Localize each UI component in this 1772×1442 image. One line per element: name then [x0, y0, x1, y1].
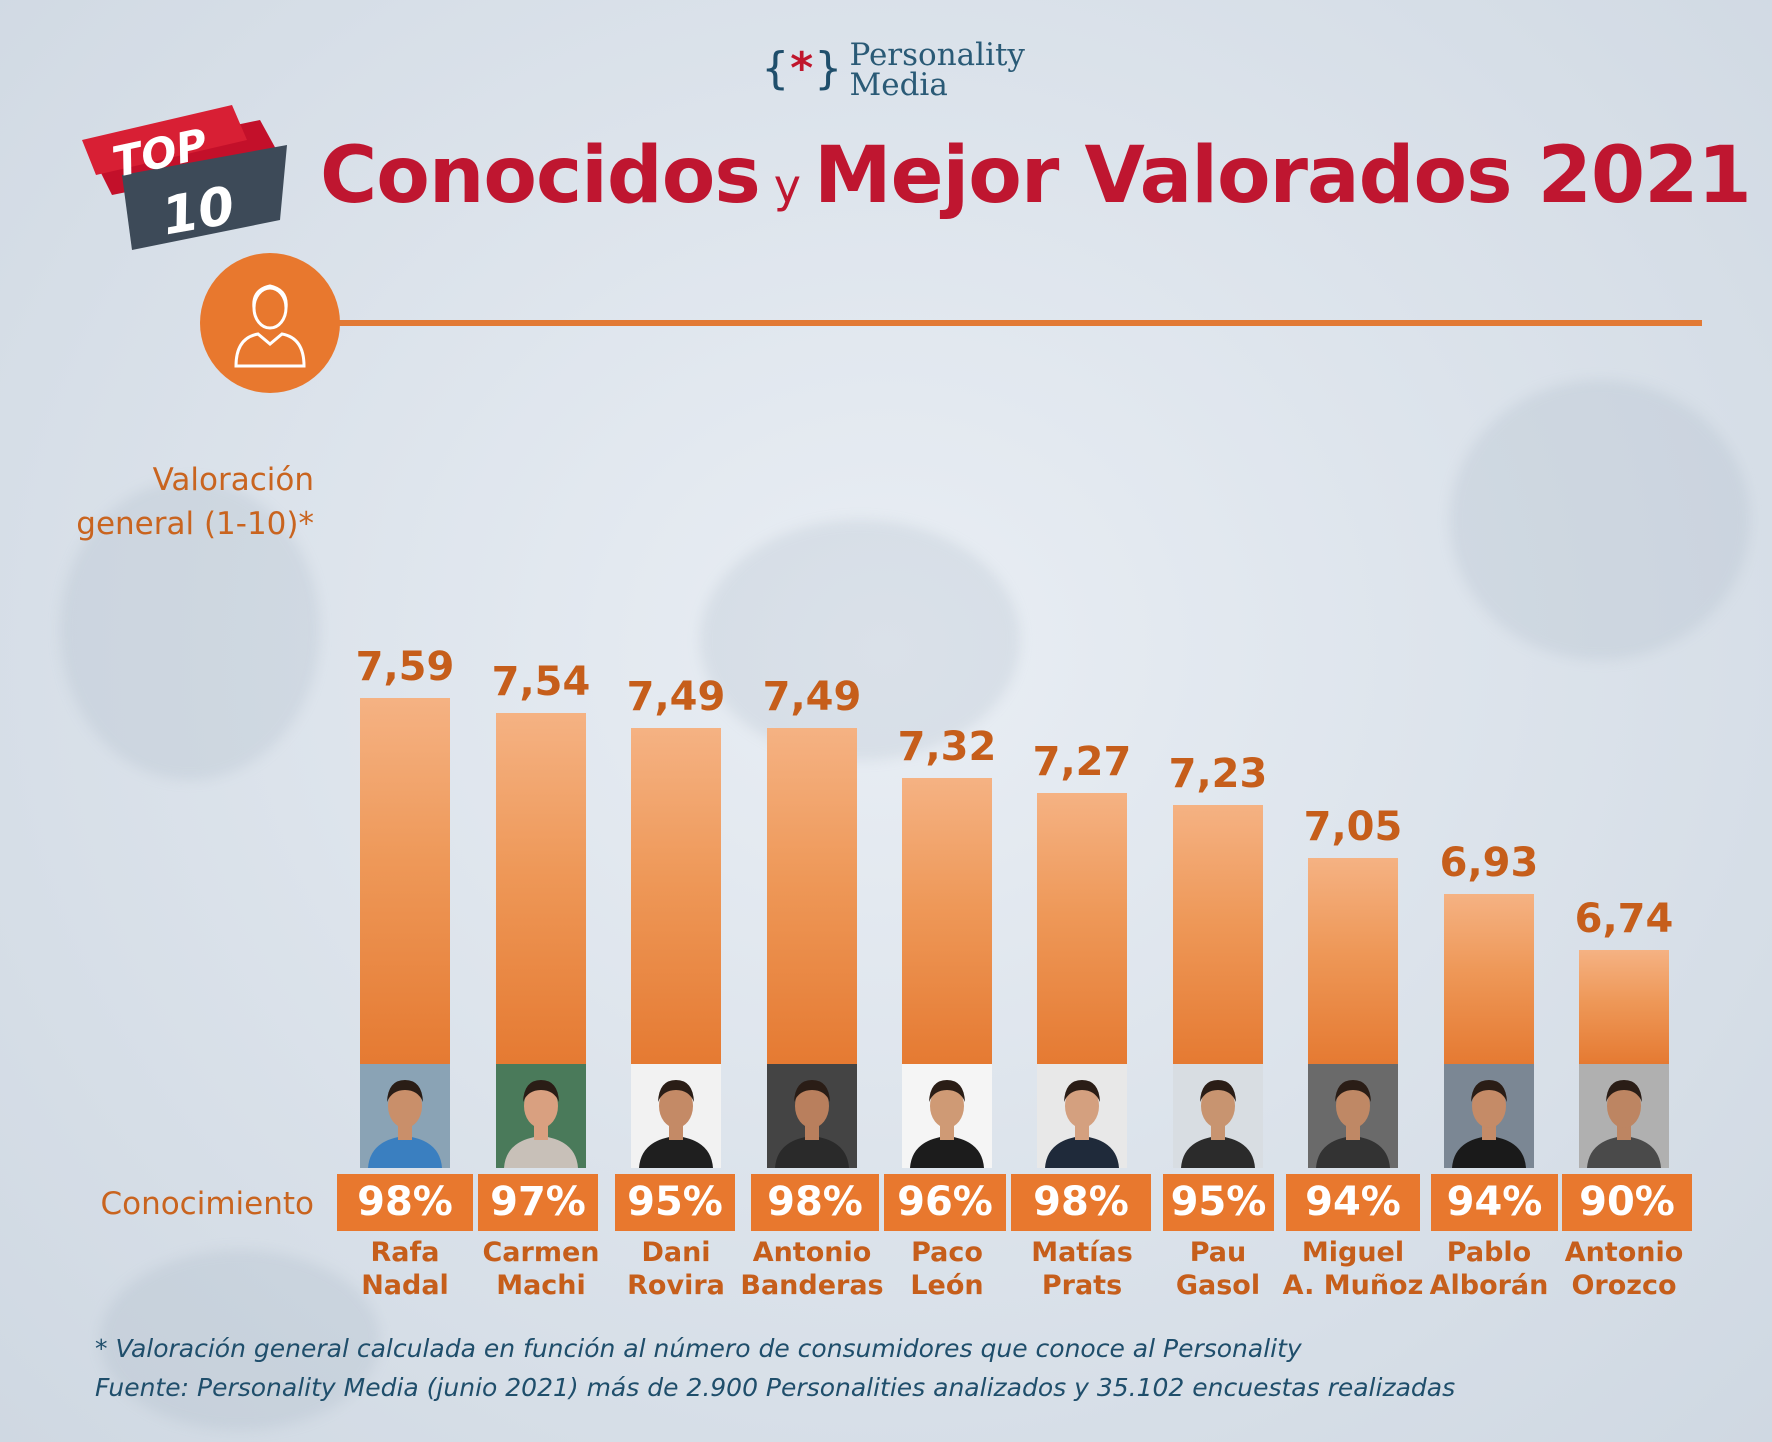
category-label-line: Carmen [482, 1237, 600, 1268]
logo-line-1: Personality [849, 37, 1025, 73]
bar [496, 712, 586, 1064]
bar [1579, 950, 1669, 1064]
bar [1037, 792, 1127, 1064]
bg-shape [60, 480, 320, 780]
bar-value-label: 7,49 [762, 673, 862, 720]
bar-value-label: 7,27 [1032, 738, 1132, 785]
y-axis-label-line-2: general (1-10)* [76, 506, 314, 542]
category-label: Paco León [867, 1236, 1027, 1302]
category-label-line: Prats [1041, 1270, 1123, 1301]
category-label: Antonio Banderas [732, 1236, 892, 1302]
portrait-photo [1037, 1064, 1127, 1168]
category-label-line: Miguel [1301, 1237, 1405, 1268]
category-label-line: Antonio [752, 1237, 872, 1268]
bar-value-label: 7,59 [355, 644, 455, 690]
category-label-line: Alborán [1429, 1270, 1549, 1301]
person-outline-icon [234, 284, 306, 368]
portrait-photo [902, 1064, 992, 1168]
category-label: Matías Prats [1002, 1236, 1162, 1302]
category-label: Miguel A. Muñoz [1273, 1236, 1433, 1302]
brace-right: } [815, 43, 842, 94]
portrait-photo [631, 1064, 721, 1168]
portrait-photo [1173, 1064, 1263, 1168]
portrait-photo [1444, 1064, 1534, 1168]
conocimiento-value: 98% [1011, 1174, 1151, 1231]
logo-star: * [788, 43, 816, 94]
bar [1308, 858, 1398, 1064]
bar-value-label: 7,54 [491, 658, 591, 705]
bar [360, 698, 450, 1064]
y-axis-label: Valoración general (1-10)* [40, 458, 314, 546]
bar [1444, 893, 1534, 1064]
category-label-line: Rovira [627, 1270, 725, 1301]
category-label-line: Pau [1189, 1237, 1247, 1268]
logo-text: Personality Media [849, 37, 1025, 103]
badge-num-text: 10 [158, 176, 240, 248]
category-label-line: Rafa [370, 1237, 440, 1268]
category-label: Pau Gasol [1138, 1236, 1298, 1302]
footnote-line-2: Fuente: Personality Media (junio 2021) m… [95, 1373, 1456, 1402]
conocimiento-value: 95% [615, 1174, 735, 1231]
bar [902, 778, 992, 1064]
conocimiento-value: 90% [1562, 1174, 1692, 1231]
bar-value-label: 7,23 [1168, 750, 1268, 797]
bar-value-label: 7,05 [1303, 804, 1403, 851]
brace-left: { [762, 43, 789, 94]
category-label-line: Matías [1031, 1237, 1133, 1268]
brace-logo-icon: {*} [762, 40, 842, 98]
bg-shape [100, 1250, 380, 1430]
category-label-line: Pablo [1446, 1237, 1532, 1268]
page-title: Conocidos y Mejor Valorados 2021 [320, 126, 1752, 226]
category-label: Dani Rovira [596, 1236, 756, 1302]
category-label-line: Orozco [1571, 1270, 1677, 1301]
category-label-line: Machi [496, 1270, 586, 1301]
y-axis-label-line-1: Valoración [152, 462, 314, 498]
category-label-line: Dani [641, 1237, 711, 1268]
category-label: Antonio Orozco [1544, 1236, 1704, 1302]
category-label-line: A. Muñoz [1282, 1270, 1424, 1301]
conocimiento-value: 96% [884, 1174, 1006, 1231]
bar-value-label: 7,32 [897, 724, 997, 771]
title-part-2: Mejor Valorados 2021 [814, 131, 1752, 221]
category-label-line: Paco [911, 1237, 983, 1268]
portrait-photo [767, 1064, 857, 1168]
bar-value-label: 7,49 [626, 673, 726, 720]
footnote-line-1: * Valoración general calculada en funció… [95, 1334, 1302, 1363]
conocimiento-value: 98% [751, 1174, 879, 1231]
conocimiento-value: 94% [1286, 1174, 1420, 1231]
category-label-line: Nadal [361, 1270, 449, 1301]
conocimiento-value: 98% [337, 1174, 473, 1231]
bg-shape [1450, 380, 1750, 660]
bg-shape [700, 520, 1020, 760]
bar [631, 727, 721, 1064]
conocimiento-value: 97% [478, 1174, 598, 1231]
conocimiento-value: 94% [1431, 1174, 1558, 1231]
portrait-photo [496, 1064, 586, 1168]
conocimiento-label: Conocimiento [100, 1186, 314, 1222]
category-label-line: Gasol [1175, 1270, 1261, 1301]
bar-value-label: 6,93 [1439, 839, 1539, 886]
category-label: Pablo Alborán [1409, 1236, 1569, 1302]
category-label: Rafa Nadal [325, 1236, 485, 1302]
category-label-line: Banderas [740, 1270, 884, 1301]
header-divider [320, 320, 1702, 326]
title-part-1: Conocidos [320, 131, 761, 221]
category-label-line: Antonio [1564, 1237, 1684, 1268]
bar [1173, 804, 1263, 1064]
category-label-line: León [910, 1270, 984, 1301]
person-icon [200, 253, 340, 393]
bar [767, 727, 857, 1064]
portrait-photo [360, 1064, 450, 1168]
conocimiento-value: 95% [1163, 1174, 1274, 1231]
bar-value-label: 6,74 [1574, 896, 1674, 942]
category-label: Carmen Machi [461, 1236, 621, 1302]
top10-badge-icon: TOP 10 [82, 105, 287, 250]
portrait-photo [1308, 1064, 1398, 1168]
title-connector: y [773, 159, 801, 213]
portrait-photo [1579, 1064, 1669, 1168]
logo-line-2: Media [849, 67, 948, 103]
personality-media-logo: {*} Personality Media [762, 37, 1025, 103]
